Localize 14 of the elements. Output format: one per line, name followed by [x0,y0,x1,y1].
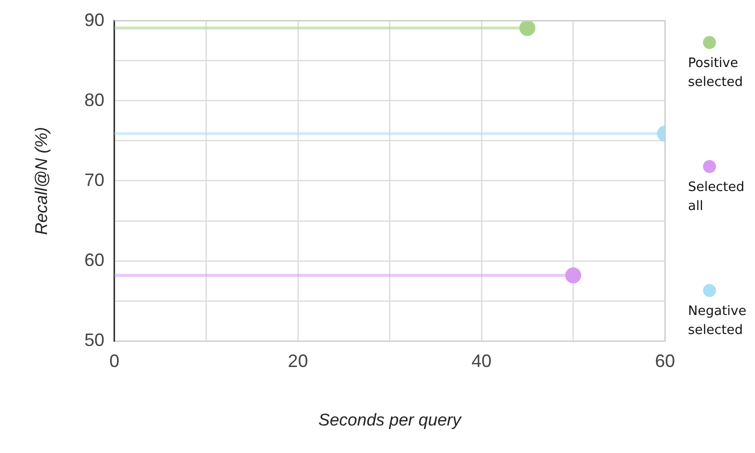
x-tick-label: 60 [654,350,676,371]
legend-label: Positive selected [688,55,744,92]
x-tick-label: 0 [109,350,120,371]
x-tick-label: 40 [471,350,492,371]
y-tick-label: 50 [84,330,104,350]
x-tick-label: 20 [288,350,308,371]
y-tick-label: 80 [84,90,104,110]
y-tick-label: 90 [84,10,104,30]
y-axis-title: Recall@N (%) [32,126,51,235]
y-tick-label: 70 [84,170,104,190]
legend-label: Negative selected [688,303,748,340]
y-tick-label: 60 [84,250,104,270]
x-axis-title: Seconds per query [318,410,463,430]
legend-label: Selected all [688,179,746,216]
